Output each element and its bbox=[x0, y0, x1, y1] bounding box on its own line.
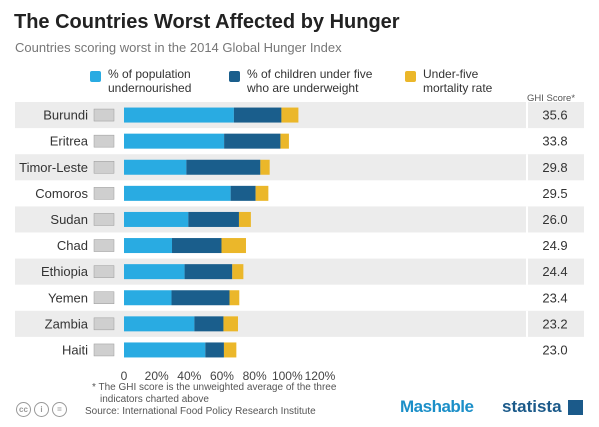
bar-segment bbox=[171, 290, 230, 306]
bar-segment bbox=[223, 316, 238, 332]
x-tick-label: 120% bbox=[305, 369, 336, 383]
category-label: Zambia bbox=[45, 316, 89, 331]
bar-segment bbox=[221, 238, 246, 254]
ghi-score-value: 24.9 bbox=[542, 238, 567, 253]
category-label: Eritrea bbox=[50, 134, 89, 149]
category-label: Yemen bbox=[48, 290, 88, 305]
footnote: * The GHI score is the unweighted averag… bbox=[92, 382, 336, 406]
flag-icon bbox=[93, 291, 115, 304]
ghi-score-value: 26.0 bbox=[542, 212, 567, 227]
legend-label-line1: Under-five bbox=[423, 67, 479, 81]
bar-segment bbox=[124, 316, 195, 332]
bar-segment bbox=[124, 264, 185, 280]
bar-segment bbox=[205, 342, 224, 358]
bar-segment bbox=[223, 342, 237, 358]
bar-segment bbox=[188, 211, 239, 227]
flag-icon bbox=[93, 213, 115, 226]
category-label: Ethiopia bbox=[41, 264, 89, 279]
bar-segment bbox=[184, 264, 233, 280]
mashable-logo: Mashable bbox=[400, 397, 474, 416]
cc-icon: cc bbox=[16, 402, 31, 417]
footnote-line1: * The GHI score is the unweighted averag… bbox=[92, 382, 337, 393]
legend-swatch-underweight bbox=[229, 71, 240, 82]
legend-swatch-mortality bbox=[405, 71, 416, 82]
x-tick-label: 0 bbox=[121, 369, 128, 383]
category-label: Timor-Leste bbox=[19, 160, 88, 175]
legend-label-line2: who are underweight bbox=[247, 81, 359, 95]
chart-title: The Countries Worst Affected by Hunger bbox=[14, 11, 400, 33]
bar-segment bbox=[124, 133, 225, 149]
chart-subtitle: Countries scoring worst in the 2014 Glob… bbox=[15, 40, 342, 55]
x-tick-label: 80% bbox=[243, 369, 267, 383]
flag-icon bbox=[93, 343, 115, 357]
category-label: Comoros bbox=[35, 186, 88, 201]
bar-segment bbox=[229, 290, 240, 306]
equal-icon: = bbox=[52, 402, 67, 417]
x-tick-label: 40% bbox=[177, 369, 201, 383]
bar-segment bbox=[224, 133, 281, 149]
bar-segment bbox=[230, 185, 256, 201]
ghi-score-value: 29.5 bbox=[542, 186, 567, 201]
ghi-score-value: 23.4 bbox=[542, 290, 567, 305]
bar-segment bbox=[186, 159, 261, 175]
category-label: Sudan bbox=[50, 212, 88, 227]
ghi-score-value: 33.8 bbox=[542, 134, 567, 149]
license-icons: cc i = bbox=[16, 399, 70, 417]
ghi-score-value: 24.4 bbox=[542, 264, 567, 279]
bar-segment bbox=[124, 238, 173, 254]
ghi-score-value: 35.6 bbox=[542, 108, 567, 123]
category-label: Chad bbox=[57, 238, 88, 253]
bar-segment bbox=[124, 107, 234, 123]
bar-segment bbox=[172, 238, 222, 254]
category-label: Burundi bbox=[43, 108, 88, 123]
x-tick-label: 100% bbox=[272, 369, 303, 383]
statista-logo: statista bbox=[502, 397, 562, 416]
flag-icon bbox=[93, 134, 115, 148]
flag-icon bbox=[93, 108, 115, 122]
flag-icon bbox=[93, 161, 115, 174]
x-tick-label: 20% bbox=[145, 369, 169, 383]
flag-icon bbox=[93, 265, 115, 278]
bar-segment bbox=[238, 211, 251, 227]
legend-label-line1: % of population bbox=[108, 67, 191, 81]
footnote-line2: indicators charted above bbox=[100, 394, 209, 405]
legend-label-line1: % of children under five bbox=[247, 67, 373, 81]
source-note: Source: International Food Policy Resear… bbox=[85, 406, 316, 417]
by-icon: i bbox=[34, 402, 49, 417]
ghi-score-value: 23.2 bbox=[542, 316, 567, 331]
statista-mark-icon bbox=[568, 400, 583, 415]
bar-segment bbox=[124, 211, 189, 227]
bar-segment bbox=[280, 133, 289, 149]
bar-segment bbox=[255, 185, 269, 201]
bar-segment bbox=[124, 342, 206, 358]
category-label: Haiti bbox=[62, 342, 88, 357]
ghi-score-value: 29.8 bbox=[542, 160, 567, 175]
bar-segment bbox=[124, 290, 172, 306]
ghi-score-value: 23.0 bbox=[542, 342, 567, 357]
bar-segment bbox=[124, 185, 231, 201]
bar-segment bbox=[232, 264, 244, 280]
bar-segment bbox=[194, 316, 224, 332]
flag-icon bbox=[93, 239, 115, 252]
x-tick-label: 60% bbox=[210, 369, 234, 383]
legend-label-line2: mortality rate bbox=[423, 81, 493, 95]
bar-segment bbox=[124, 159, 187, 175]
flag-icon bbox=[93, 317, 115, 331]
legend-swatch-undernourished bbox=[90, 71, 101, 82]
legend-label-line2: undernourished bbox=[108, 81, 192, 95]
bar-segment bbox=[233, 107, 282, 123]
bar-segment bbox=[260, 159, 270, 175]
bar-segment bbox=[281, 107, 299, 123]
flag-icon bbox=[93, 187, 115, 200]
ghi-score-header: GHI Score* bbox=[527, 93, 576, 104]
